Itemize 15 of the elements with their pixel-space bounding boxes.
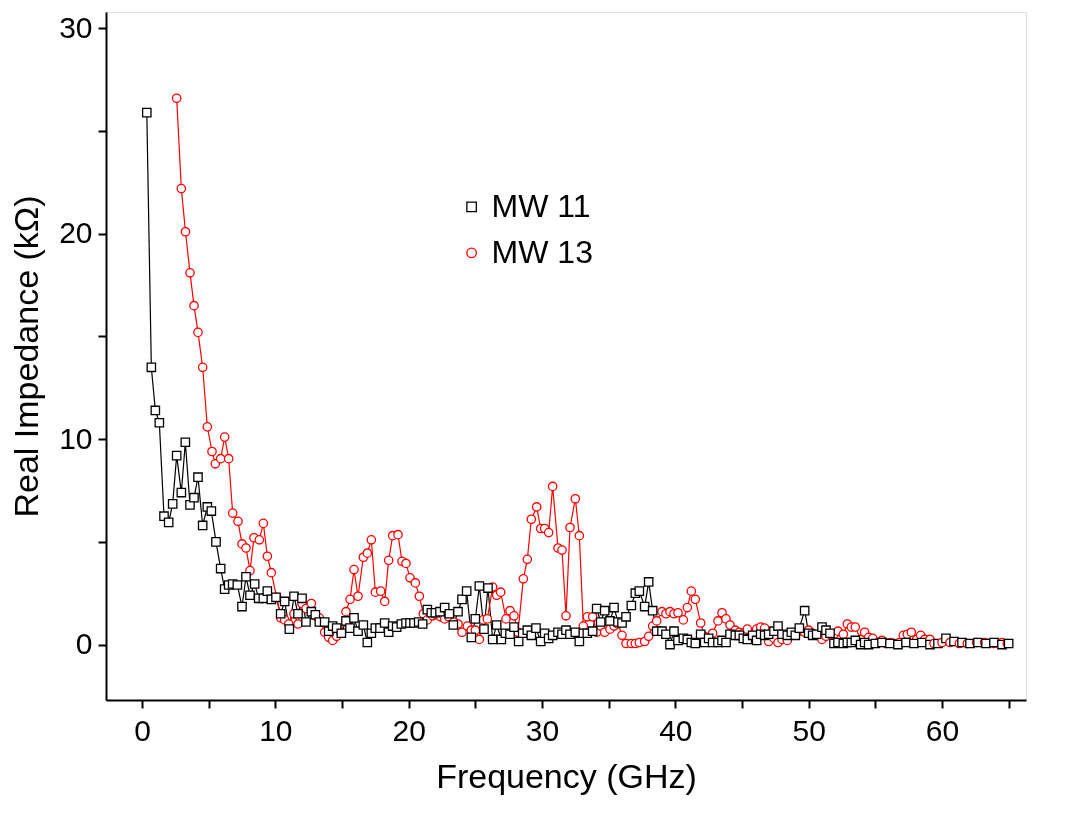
x-tick-label: 50: [792, 713, 826, 747]
legend-label: MW 13: [491, 233, 593, 270]
y-tick-label: 30: [59, 10, 93, 44]
y-tick-label: 20: [59, 216, 93, 250]
x-axis-title: Frequency (GHz): [436, 756, 697, 795]
x-tick-label: 60: [925, 713, 960, 747]
x-tick-label: 40: [659, 713, 693, 747]
y-tick-label: 10: [59, 421, 93, 455]
x-tick-label: 20: [392, 713, 426, 747]
y-tick-label: 0: [75, 627, 93, 661]
x-tick-label: 30: [525, 713, 560, 747]
x-tick-label: 10: [259, 713, 293, 747]
legend-label: MW 11: [491, 187, 591, 224]
y-axis-title: Real Impedance (kΩ): [7, 195, 46, 518]
x-tick-label: 0: [134, 713, 151, 747]
